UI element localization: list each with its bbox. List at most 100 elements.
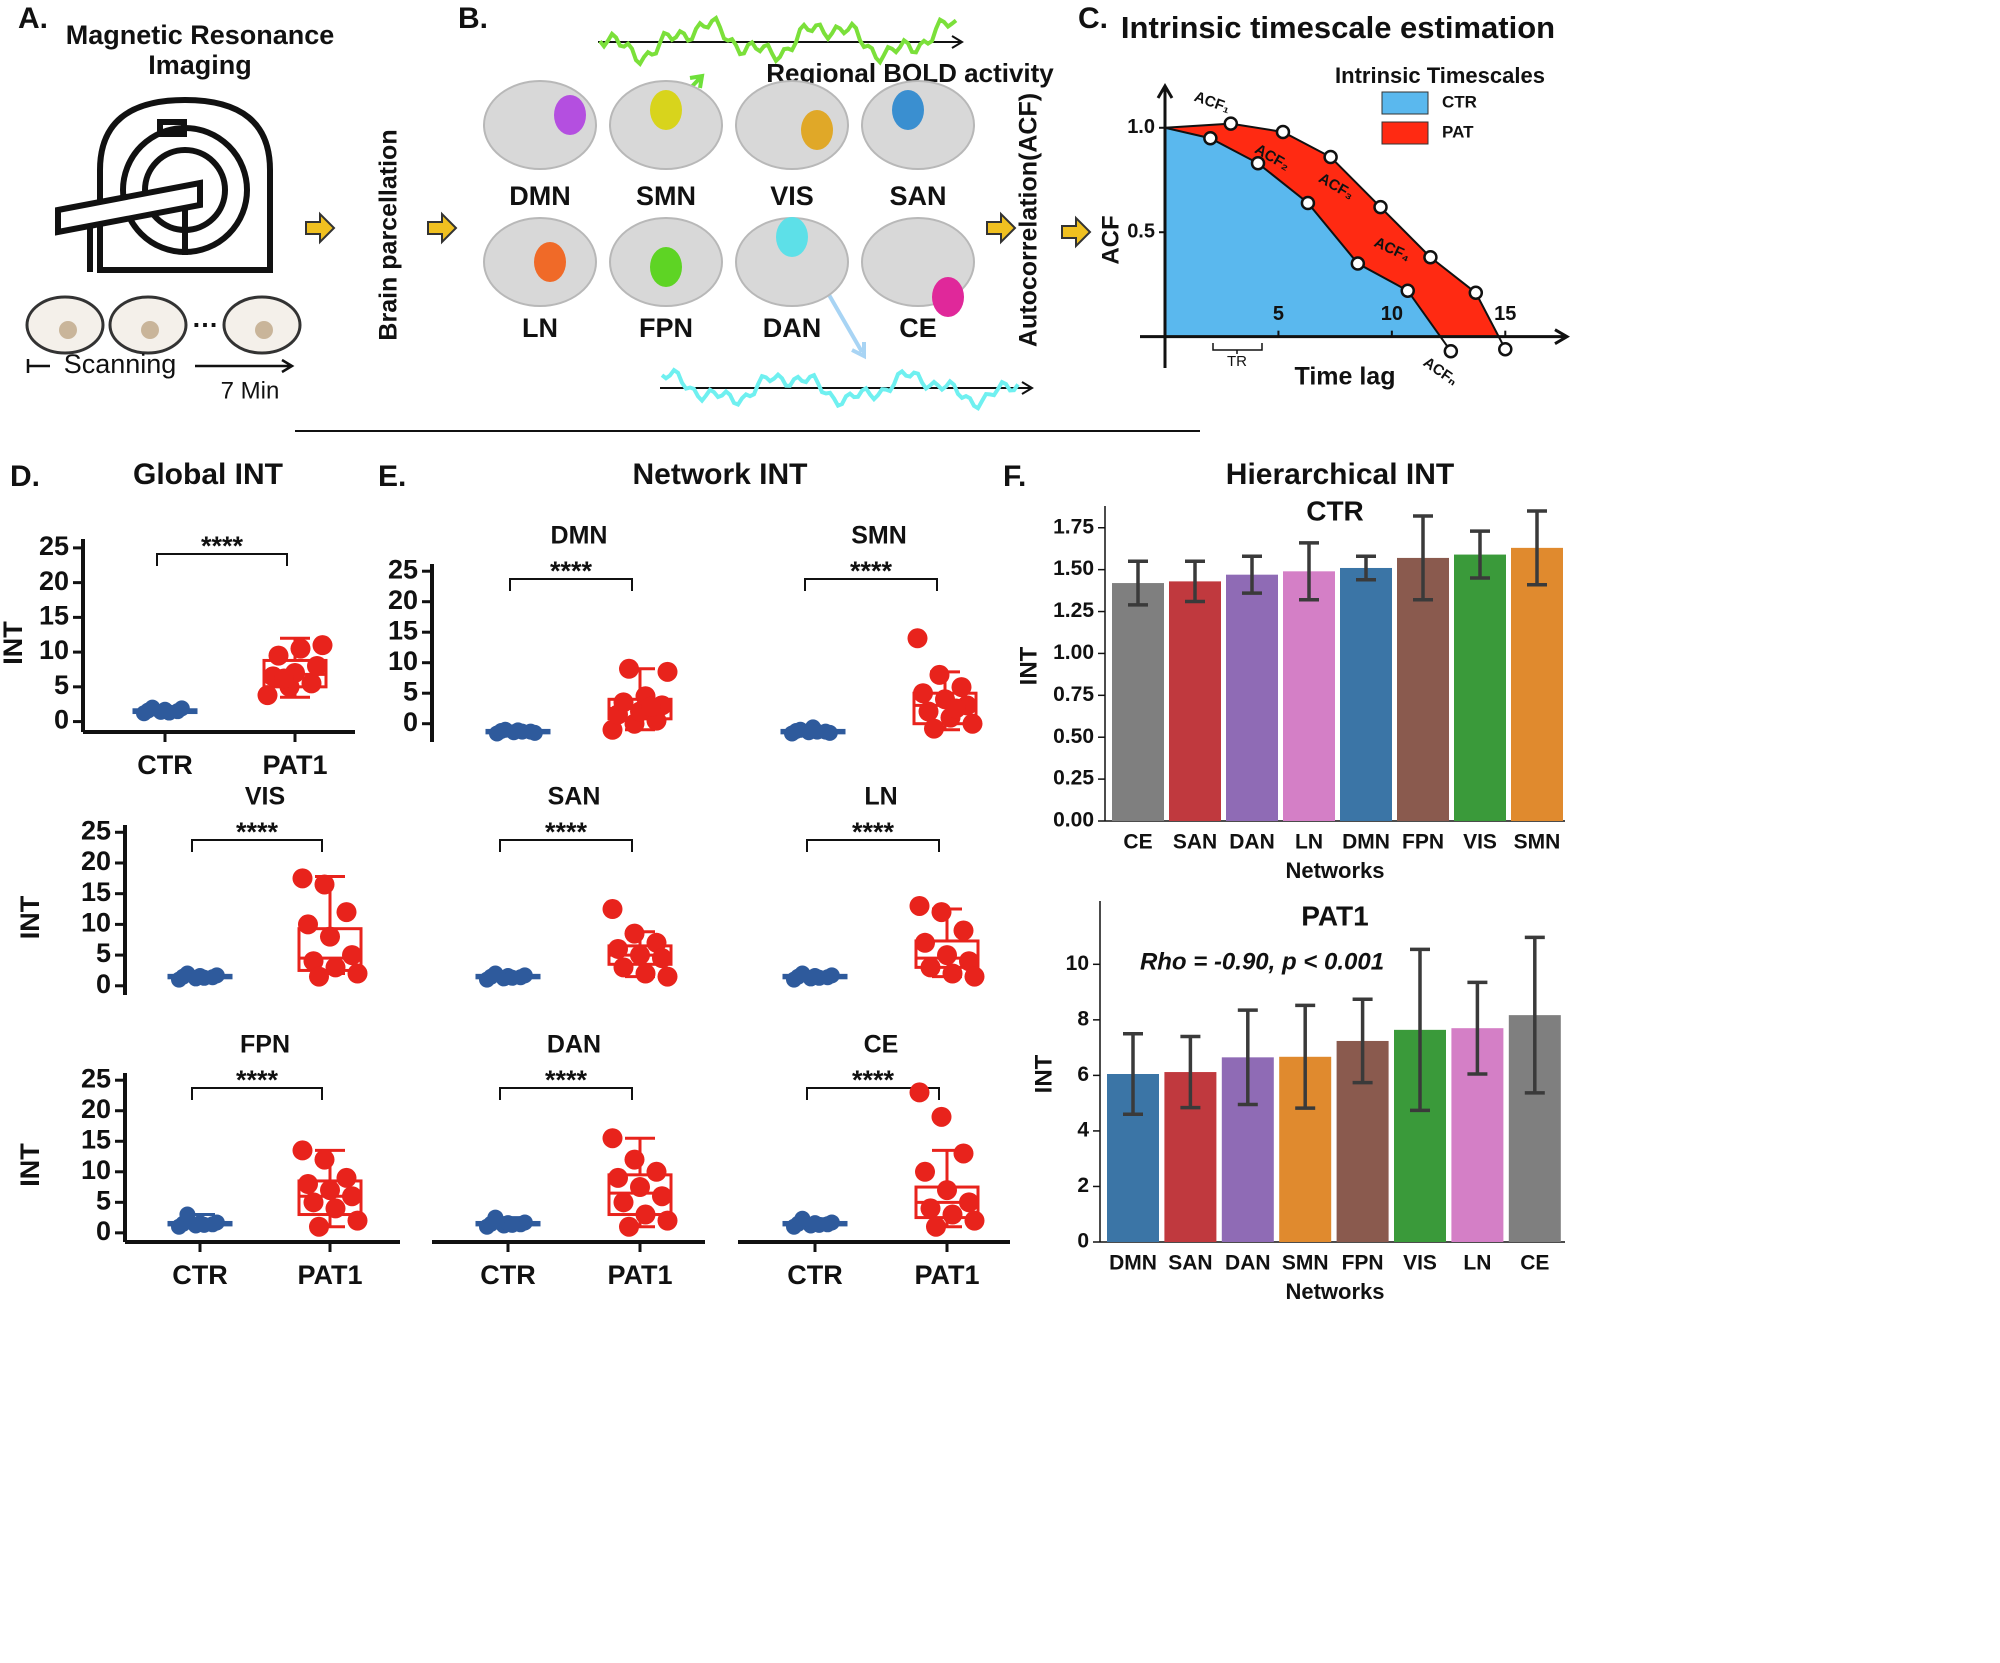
y-tick-label: 20 <box>388 585 418 615</box>
acf-point <box>1423 250 1438 265</box>
y-tick-label: 25 <box>81 1063 111 1093</box>
y-axis-label: INT <box>0 621 28 665</box>
y-tick-label: 25 <box>388 554 418 584</box>
data-point <box>196 1216 213 1233</box>
panel-label: C. <box>1078 2 1108 35</box>
data-point <box>942 1204 963 1225</box>
bar <box>1283 571 1335 821</box>
x-tick-label: 5 <box>1273 303 1284 325</box>
y-tick-label: 0 <box>403 707 418 737</box>
acf-point <box>1498 341 1513 357</box>
y-tick-label: 5 <box>403 676 418 706</box>
x-axis-label: Networks <box>1285 858 1384 883</box>
data-point <box>953 920 974 941</box>
data-point <box>964 966 985 987</box>
significance-bracket <box>806 1087 940 1100</box>
data-point <box>931 1106 952 1127</box>
significance-bracket <box>804 578 938 591</box>
data-point <box>336 902 357 923</box>
x-tick-label: LN <box>1295 831 1323 854</box>
panel-label: E. <box>378 460 406 493</box>
panel-label: A. <box>18 2 48 35</box>
significance-bracket <box>509 578 633 591</box>
acf-point <box>1275 124 1291 140</box>
data-point <box>657 661 678 682</box>
data-point <box>347 963 368 984</box>
bar <box>1169 581 1221 821</box>
data-point <box>161 704 178 721</box>
data-point <box>946 698 966 719</box>
network-label: FPN <box>639 313 693 343</box>
data-point <box>336 1167 357 1188</box>
data-point <box>652 1186 672 1207</box>
bar <box>1397 557 1449 821</box>
data-point <box>915 1161 935 1182</box>
acf-point <box>1250 156 1266 171</box>
data-point <box>497 721 514 738</box>
y-tick-label: 0 <box>1077 1230 1089 1253</box>
data-point <box>907 628 928 649</box>
x-tick-label: CTR <box>137 750 193 780</box>
data-point <box>173 700 190 717</box>
bold-signal <box>598 15 958 67</box>
y-axis-label: INT <box>1030 1054 1057 1093</box>
data-point <box>526 724 543 741</box>
y-tick-label: 8 <box>1077 1007 1089 1030</box>
acf-point <box>1223 116 1239 131</box>
error-bar <box>1413 514 1433 602</box>
error-bar <box>1410 947 1430 1113</box>
data-point <box>516 1214 533 1231</box>
data-point <box>931 902 952 923</box>
data-point <box>959 1192 979 1213</box>
chart-title: SAN <box>548 783 601 811</box>
data-point <box>924 718 944 739</box>
data-point <box>613 692 634 713</box>
x-tick-label: PAT1 <box>297 1260 362 1290</box>
y-axis-label: ACF <box>1097 215 1124 264</box>
signal-axis <box>660 381 1034 395</box>
x-tick-label: DMN <box>1342 831 1390 854</box>
error-bar <box>1352 997 1373 1085</box>
x-tick-label: PAT1 <box>607 1260 672 1290</box>
significance-label: **** <box>850 556 893 586</box>
y-tick-label: 10 <box>81 1155 111 1185</box>
data-point <box>514 723 531 740</box>
data-point <box>926 1216 946 1237</box>
error-bar <box>1128 559 1148 607</box>
error-bar <box>1237 1008 1258 1107</box>
data-point <box>320 926 340 947</box>
y-tick-label: 25 <box>39 531 69 561</box>
y-axis-label: INT <box>1015 646 1042 685</box>
data-point <box>646 932 667 953</box>
network-label: DAN <box>763 313 822 343</box>
data-point <box>602 1128 623 1149</box>
data-point <box>257 685 278 706</box>
data-point <box>602 719 623 740</box>
y-tick-label: 6 <box>1077 1063 1089 1086</box>
data-point <box>144 699 161 716</box>
error-bar <box>1470 529 1490 580</box>
annotation: Rho = -0.90, p < 0.001 <box>1140 948 1384 975</box>
data-point <box>274 668 294 689</box>
data-point <box>641 696 661 717</box>
bold-signal <box>660 367 1020 411</box>
data-point <box>613 1192 634 1213</box>
significance-label: **** <box>545 817 588 847</box>
y-tick-label: 25 <box>81 815 111 845</box>
error-bar <box>1299 541 1319 602</box>
data-point <box>913 683 933 704</box>
x-tick-label: CTR <box>787 1260 843 1290</box>
data-point <box>309 966 329 987</box>
data-point <box>314 874 335 895</box>
error-bar <box>1180 1034 1201 1110</box>
data-point <box>619 1216 639 1237</box>
data-point <box>794 1210 811 1227</box>
data-point <box>298 1174 318 1194</box>
panel-title: Imaging <box>148 50 252 80</box>
data-point <box>608 1167 628 1188</box>
x-tick-label: FPN <box>1402 831 1444 854</box>
x-tick-label: DAN <box>1225 1252 1271 1275</box>
data-point <box>920 957 941 978</box>
y-tick-label: 0.00 <box>1053 809 1094 832</box>
